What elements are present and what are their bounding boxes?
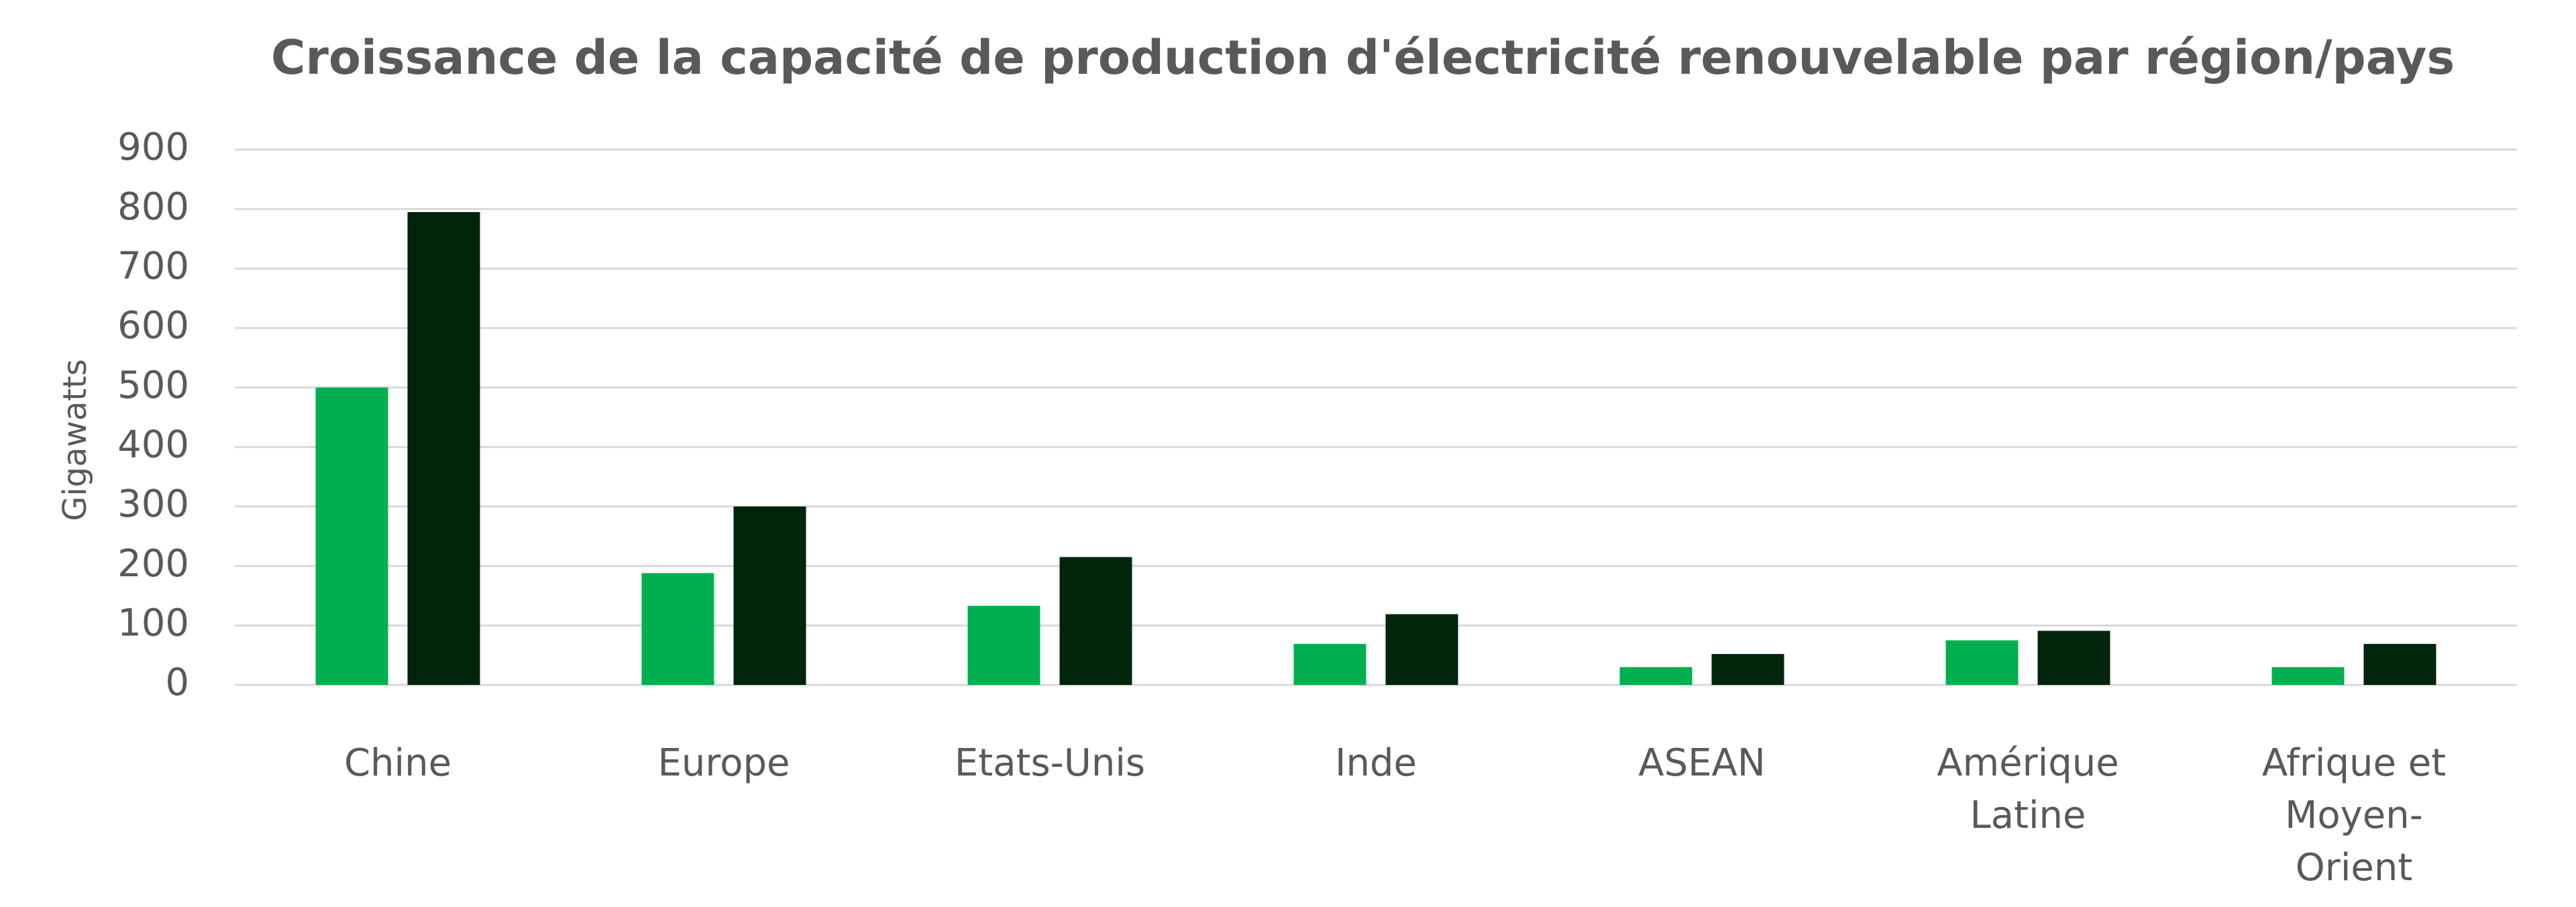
bar [1945,640,2019,685]
y-tick-label: 0 [165,661,189,704]
bar [2271,667,2345,685]
bar [407,212,480,686]
bar [1385,614,1458,685]
bar [967,606,1040,685]
bar [2037,631,2110,685]
bar [315,387,388,685]
y-tick-label: 800 [117,185,189,229]
y-tick-label: 100 [117,601,189,645]
y-tick-label: 600 [117,304,189,348]
x-tick-label: ASEAN [1638,741,1766,785]
y-tick-label: 400 [117,423,189,466]
x-tick-label: Europe [657,741,790,785]
bar [733,506,806,685]
y-tick-label: 300 [117,482,189,526]
x-tick-label: Etats-Unis [954,741,1146,785]
bar [1711,653,1784,685]
bar [1293,643,1366,685]
x-tick-label: Afrique et Moyen-Orient [2261,741,2447,890]
x-tick-label: Amérique Latine [1937,741,2119,837]
x-tick-label: Chine [343,741,452,785]
y-tick-label: 700 [117,244,189,288]
chart-title: Croissance de la capacité de production … [271,30,2455,85]
bar [641,573,714,685]
y-axis-title: Gigawatts [56,359,94,521]
y-tick-label: 500 [117,364,189,407]
bar [1619,667,1693,685]
bar [2363,643,2436,685]
y-tick-label: 200 [117,542,189,586]
x-tick-label: Inde [1334,741,1417,785]
y-tick-label: 900 [117,125,189,169]
bar [1059,557,1132,685]
